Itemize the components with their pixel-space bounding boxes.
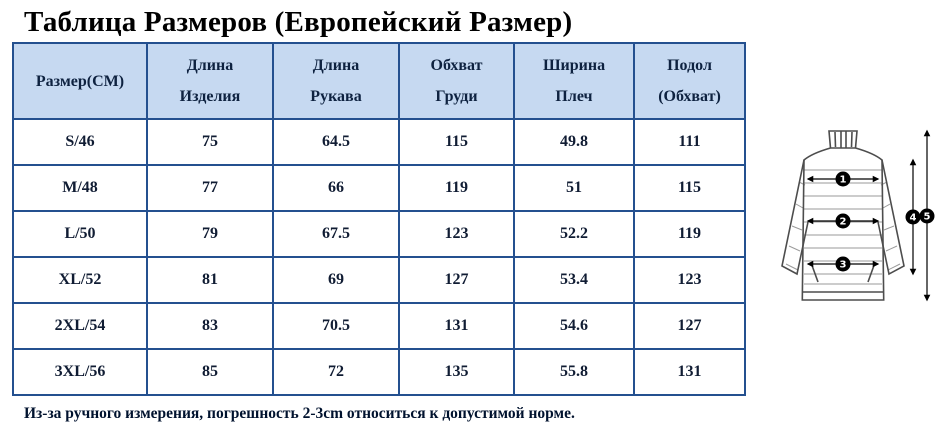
value-cell: 54.6 [513, 302, 635, 350]
value-cell: 131 [633, 348, 746, 396]
header-line: Изделия [179, 88, 241, 105]
col-header-shoulder: Ширина Плеч [513, 42, 635, 120]
size-cell: L/50 [12, 210, 148, 258]
table-row: M/48 77 66 119 51 115 [12, 164, 746, 212]
value-cell: 79 [146, 210, 274, 258]
value-cell: 55.8 [513, 348, 635, 396]
measurement-marker-3: 3 [835, 256, 851, 272]
value-cell: 53.4 [513, 256, 635, 304]
value-cell: 72 [272, 348, 400, 396]
header-line: Плеч [555, 88, 593, 105]
value-cell: 119 [398, 164, 515, 212]
header-line: Длина [312, 57, 360, 74]
value-cell: 69 [272, 256, 400, 304]
value-cell: 52.2 [513, 210, 635, 258]
svg-text:5: 5 [924, 212, 931, 223]
value-cell: 64.5 [272, 118, 400, 166]
header-line: Ширина [542, 57, 606, 74]
header-line: Длина [186, 57, 234, 74]
jacket-diagram: 1 2 3 4 5 [760, 42, 938, 315]
value-cell: 115 [398, 118, 515, 166]
table-row: 2XL/54 83 70.5 131 54.6 127 [12, 302, 746, 350]
size-cell: 3XL/56 [12, 348, 148, 396]
measurement-marker-1: 1 [835, 171, 851, 187]
value-cell: 85 [146, 348, 274, 396]
value-cell: 135 [398, 348, 515, 396]
col-header-garment-length: Длина Изделия [146, 42, 274, 120]
table-row: S/46 75 64.5 115 49.8 111 [12, 118, 746, 166]
value-cell: 83 [146, 302, 274, 350]
header-line: Рукава [310, 88, 362, 105]
header-line: Обхват [430, 57, 483, 74]
value-cell: 75 [146, 118, 274, 166]
measurement-note: Из-за ручного измерения, погрешность 2-3… [24, 405, 575, 422]
table-row: XL/52 81 69 127 53.4 123 [12, 256, 746, 304]
value-cell: 111 [633, 118, 746, 166]
value-cell: 51 [513, 164, 635, 212]
col-header-chest: Обхват Груди [398, 42, 515, 120]
header-row: Размер(СМ) Длина Изделия Длина Рукава Об… [12, 42, 746, 120]
header-line: Подол [667, 57, 712, 74]
value-cell: 115 [633, 164, 746, 212]
measurement-marker-5: 5 [919, 208, 935, 224]
value-cell: 77 [146, 164, 274, 212]
table-row: L/50 79 67.5 123 52.2 119 [12, 210, 746, 258]
size-cell: M/48 [12, 164, 148, 212]
table-row: 3XL/56 85 72 135 55.8 131 [12, 348, 746, 396]
value-cell: 66 [272, 164, 400, 212]
svg-text:4: 4 [910, 213, 917, 224]
content-area: Размер(СМ) Длина Изделия Длина Рукава Об… [0, 42, 950, 396]
size-cell: 2XL/54 [12, 302, 148, 350]
col-header-sleeve-length: Длина Рукава [272, 42, 400, 120]
value-cell: 123 [398, 210, 515, 258]
measurement-marker-4: 4 [905, 209, 921, 225]
header-line: Груди [435, 88, 478, 105]
value-cell: 67.5 [272, 210, 400, 258]
page-title: Таблица Размеров (Европейский Размер) [24, 6, 573, 38]
jacket-measurement-illustration: 1 2 3 4 5 [781, 129, 935, 302]
value-cell: 119 [633, 210, 746, 258]
value-cell: 127 [398, 256, 515, 304]
svg-text:1: 1 [840, 175, 847, 186]
header-line: Размер(СМ) [35, 72, 125, 90]
value-cell: 127 [633, 302, 746, 350]
measurement-marker-2: 2 [835, 213, 851, 229]
value-cell: 49.8 [513, 118, 635, 166]
size-cell: S/46 [12, 118, 148, 166]
value-cell: 131 [398, 302, 515, 350]
value-cell: 70.5 [272, 302, 400, 350]
col-header-size: Размер(СМ) [12, 42, 148, 120]
svg-text:2: 2 [840, 217, 847, 228]
size-table: Размер(СМ) Длина Изделия Длина Рукава Об… [12, 42, 746, 396]
col-header-hem: Подол (Обхват) [633, 42, 746, 120]
size-cell: XL/52 [12, 256, 148, 304]
value-cell: 81 [146, 256, 274, 304]
value-cell: 123 [633, 256, 746, 304]
header-line: (Обхват) [658, 88, 721, 105]
svg-text:3: 3 [840, 260, 847, 271]
